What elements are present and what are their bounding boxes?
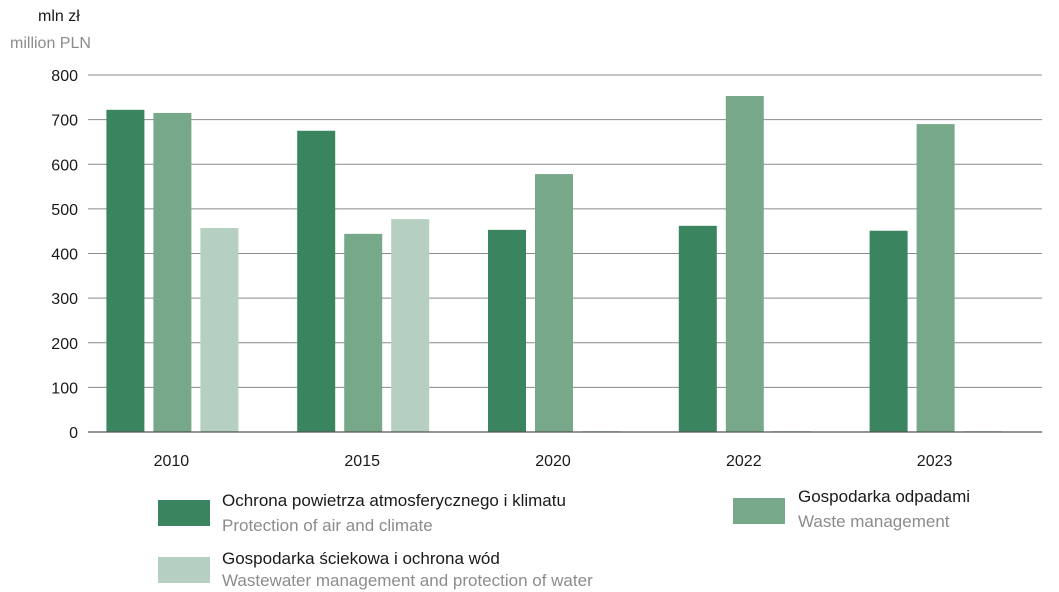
x-tick-label-2015: 2015	[344, 453, 380, 470]
bar-2015-series-2	[344, 233, 383, 432]
legend-swatch-air	[158, 500, 210, 526]
legend-label-wastewater-en: Wastewater management and protection of …	[222, 571, 593, 590]
legend-label-waste-pl: Gospodarka odpadami	[798, 487, 971, 506]
bar-2020-series-2	[535, 174, 573, 432]
bar-2010-series-2	[153, 112, 192, 433]
y-tick-label-100: 100	[51, 380, 78, 397]
bar-2015-series-1	[297, 130, 336, 432]
bar-2015-series-3	[391, 219, 430, 432]
y-tick-label-800: 800	[51, 68, 78, 85]
y-tick-label-700: 700	[51, 113, 78, 130]
bar-2023-series-2	[916, 124, 955, 433]
y-tick-label-500: 500	[51, 202, 78, 219]
bar-2010-series-3	[200, 228, 239, 432]
legend-swatch-waste	[733, 498, 785, 524]
x-tick-label-2023: 2023	[917, 453, 953, 470]
bar-2022-series-1	[678, 225, 717, 432]
y-unit-en: million PLN	[10, 35, 91, 52]
y-tick-label-600: 600	[51, 157, 78, 174]
y-tick-label-400: 400	[51, 247, 78, 264]
x-tick-label-2010: 2010	[154, 453, 190, 470]
bar-2010-series-1	[106, 109, 145, 433]
bar-2023-series-1	[869, 230, 908, 432]
legend-label-air-pl: Ochrona powietrza atmosferycznego i klim…	[222, 491, 566, 510]
bar-2020-series-1	[488, 229, 526, 432]
y-unit-pl: mln zł	[38, 8, 80, 25]
x-tick-label-2022: 2022	[726, 453, 762, 470]
y-tick-label-200: 200	[51, 336, 78, 353]
legend-label-wastewater-pl: Gospodarka ściekowa i ochrona wód	[222, 549, 500, 568]
y-tick-label-300: 300	[51, 291, 78, 308]
y-tick-label-0: 0	[69, 425, 78, 442]
legend-label-waste-en: Waste management	[798, 512, 950, 531]
legend-label-air-en: Protection of air and climate	[222, 516, 433, 535]
bar-chart: 0 100 200 300 400 500 600 700 800 2010 2015 2020 202…	[51, 68, 1042, 470]
bar-2022-series-2	[725, 95, 764, 432]
legend-swatch-wastewater	[158, 557, 210, 583]
x-tick-label-2020: 2020	[535, 453, 571, 470]
